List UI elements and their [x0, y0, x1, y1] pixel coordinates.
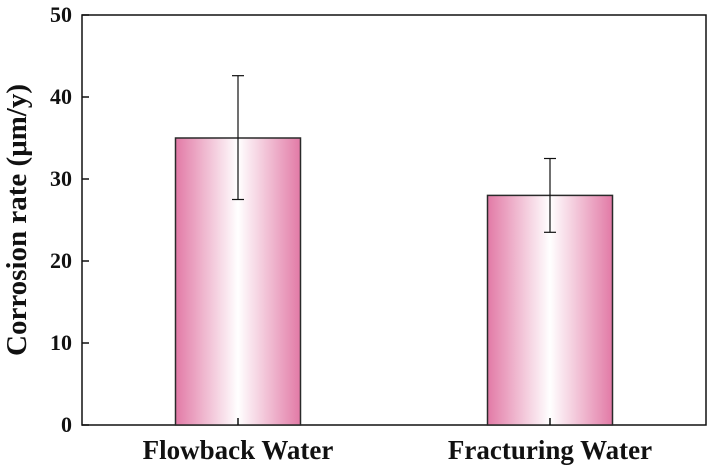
y-axis-title: Corrosion rate (μm/y) [1, 84, 33, 356]
y-tick-label: 40 [50, 84, 72, 109]
y-tick-label: 50 [50, 2, 72, 27]
y-tick-label: 30 [50, 166, 72, 191]
y-tick-label: 0 [61, 412, 72, 437]
error-bar [544, 157, 556, 233]
y-tick-label: 20 [50, 248, 72, 273]
error-bar [232, 75, 244, 201]
x-category-label: Fracturing Water [448, 435, 652, 465]
bar-fracturing-water [486, 194, 614, 426]
y-tick-label: 10 [50, 330, 72, 355]
x-category-label: Flowback Water [143, 435, 334, 465]
plot-frame [81, 14, 707, 426]
